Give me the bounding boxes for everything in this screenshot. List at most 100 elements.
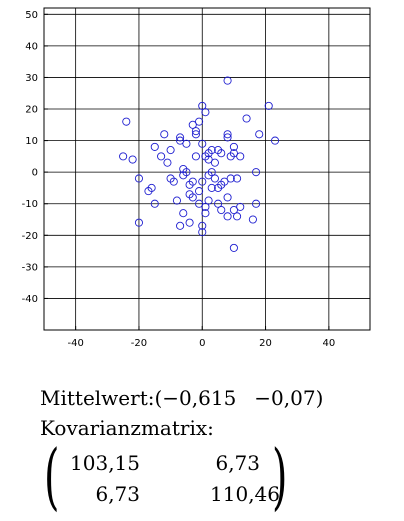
scatter-point — [198, 139, 207, 148]
scatter-point — [166, 146, 175, 155]
scatter-point — [264, 101, 273, 110]
scatter-point — [128, 155, 137, 164]
scatter-point — [220, 177, 229, 186]
y-tick-label: -40 — [22, 294, 38, 305]
scatter-point — [233, 174, 242, 183]
scatter-point — [223, 193, 232, 202]
scatter-point — [198, 228, 207, 237]
scatter-point — [229, 243, 238, 252]
mean-close-paren: ) — [315, 386, 324, 410]
scatter-point — [179, 209, 188, 218]
scatter-point — [195, 117, 204, 126]
scatter-point — [217, 149, 226, 158]
scatter-point — [229, 149, 238, 158]
x-tick-label: 0 — [199, 338, 205, 349]
scatter-point — [188, 193, 197, 202]
scatter-point — [195, 199, 204, 208]
scatter-point — [150, 142, 159, 151]
matrix-right-paren: ) — [272, 434, 288, 518]
y-tick-labels: -40 -30 -20 -10 0 10 20 30 40 50 — [22, 10, 38, 305]
matrix-cell-2-2: 110,46 — [210, 482, 280, 506]
scatter-point — [210, 174, 219, 183]
scatter-point — [229, 205, 238, 215]
scatter-point — [204, 155, 213, 164]
data-points — [119, 76, 280, 252]
x-tick-label: -20 — [131, 338, 147, 349]
scatter-point — [270, 136, 280, 145]
matrix-left-paren: ( — [44, 434, 60, 518]
scatter-point — [188, 120, 197, 129]
scatter-point — [223, 133, 232, 142]
scatter-point — [195, 187, 204, 196]
scatter-point — [223, 212, 232, 221]
scatter-point — [119, 152, 128, 161]
y-tick-label: 0 — [32, 168, 38, 179]
y-tick-label: 40 — [25, 41, 38, 52]
x-tick-label: 40 — [322, 338, 335, 349]
scatter-point — [248, 215, 257, 224]
scatter-point — [157, 152, 166, 161]
scatter-point — [242, 114, 251, 123]
scatter-point — [176, 221, 185, 230]
scatter-point — [204, 196, 213, 205]
scatter-point — [201, 202, 210, 211]
scatter-point — [150, 199, 159, 208]
scatter-point — [172, 196, 181, 205]
scatter-point — [163, 158, 172, 167]
scatter-point — [191, 152, 200, 161]
covariance-matrix: ( 103,15 6,73 6,73 110,46 ) — [40, 437, 294, 521]
axis-ticks — [44, 13, 330, 330]
scatter-point — [134, 218, 144, 227]
scatter-point — [191, 127, 200, 136]
scatter-point — [252, 168, 261, 177]
scatter-point — [198, 101, 207, 110]
matrix-cell-1-2: 6,73 — [215, 451, 260, 475]
scatter-point — [236, 202, 245, 211]
scatter-point — [217, 205, 226, 215]
mean-value-y: −0,07 — [254, 386, 316, 410]
scatter-point — [176, 136, 185, 145]
statistics-panel: Mittelwert:(−0,615 −0,07) Kovarianzmatrix… — [40, 383, 400, 521]
scatter-point — [147, 183, 156, 192]
scatter-point — [236, 152, 245, 161]
scatter-point — [223, 76, 232, 85]
mean-line: Mittelwert:(−0,615 −0,07) — [40, 383, 400, 413]
scatter-point — [210, 158, 219, 167]
scatter-point — [214, 199, 223, 208]
scatter-point — [207, 168, 216, 177]
scatter-point — [191, 130, 200, 139]
mean-open-paren: ( — [154, 386, 163, 410]
covariance-label: Kovarianzmatrix: — [40, 416, 214, 440]
y-tick-label: -30 — [22, 262, 38, 273]
scatter-point — [255, 130, 264, 139]
scatter-point — [201, 209, 210, 218]
scatter-point — [233, 212, 242, 221]
grid-lines — [44, 8, 370, 330]
scatter-point — [198, 221, 207, 230]
y-tick-label: 10 — [25, 136, 38, 147]
y-tick-label: -20 — [22, 231, 38, 242]
mean-label: Mittelwert: — [40, 386, 155, 410]
scatter-point — [226, 174, 235, 183]
y-tick-label: 30 — [25, 73, 38, 84]
y-tick-label: 20 — [25, 105, 38, 116]
scatter-point — [185, 218, 194, 227]
x-tick-label: 20 — [259, 338, 272, 349]
x-tick-labels: -40 -20 0 20 40 — [67, 338, 335, 349]
scatter-point — [229, 142, 238, 151]
scatter-point — [252, 199, 261, 208]
scatter-point — [134, 174, 144, 183]
scatter-point — [182, 168, 191, 177]
scatter-point — [169, 177, 178, 186]
scatter-plot: -40 -20 0 20 40 -40 -30 -20 -10 0 10 20 30 40 50 — [22, 7, 371, 349]
scatter-point — [207, 146, 216, 155]
scatter-point — [201, 108, 210, 117]
scatter-point — [207, 183, 216, 192]
mean-value-x: −0,615 — [162, 386, 237, 410]
scatter-point — [122, 117, 131, 126]
scatter-point — [160, 130, 169, 139]
y-tick-label: 50 — [25, 10, 38, 21]
matrix-cell-2-1: 6,73 — [95, 482, 140, 506]
scatter-point — [188, 177, 197, 186]
scatter-point — [176, 133, 185, 142]
